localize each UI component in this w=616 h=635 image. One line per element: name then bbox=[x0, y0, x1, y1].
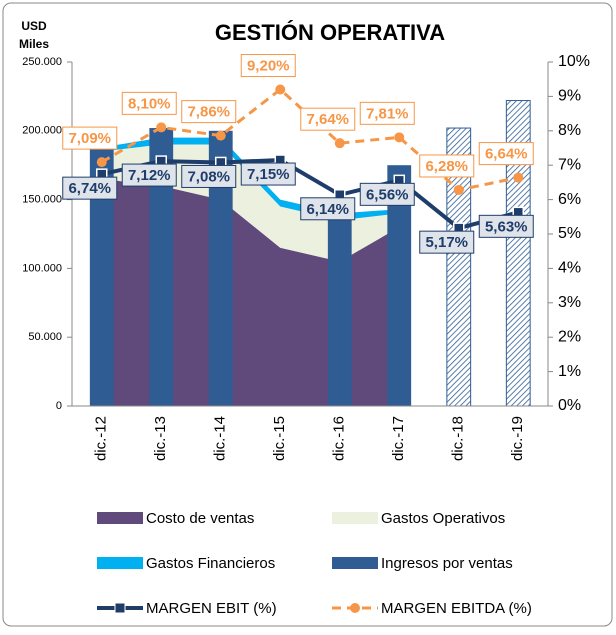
bar bbox=[149, 128, 174, 406]
data-label-box bbox=[359, 101, 415, 125]
y-tick-label: 50.000 bbox=[28, 331, 62, 343]
data-label-box bbox=[181, 164, 237, 188]
y2-tick-label: 0% bbox=[558, 397, 581, 414]
point bbox=[96, 157, 107, 168]
y2-tick-label: 7% bbox=[558, 156, 581, 173]
point bbox=[453, 184, 464, 195]
legend-label: Ingresos por ventas bbox=[381, 555, 513, 572]
legend-label: Gastos Operativos bbox=[381, 510, 505, 527]
y2-tick-label: 5% bbox=[558, 225, 581, 242]
data-label: 6,56% bbox=[366, 186, 409, 203]
y-tick-label: 100.000 bbox=[22, 262, 62, 274]
data-label-box bbox=[240, 162, 296, 186]
data-label: 7,09% bbox=[68, 130, 111, 147]
point bbox=[513, 172, 524, 183]
x-tick-label: dic.-14 bbox=[212, 416, 229, 461]
y-axis-label: USD bbox=[21, 19, 47, 33]
y2-tick-label: 9% bbox=[558, 88, 581, 105]
data-label: 5,17% bbox=[425, 234, 468, 251]
x-tick-label: dic.-19 bbox=[509, 416, 526, 461]
legend-label: MARGEN EBITDA (%) bbox=[381, 600, 532, 617]
data-label: 8,10% bbox=[128, 95, 171, 112]
data-label: 7,86% bbox=[187, 104, 230, 121]
line bbox=[101, 158, 519, 231]
data-label: 7,81% bbox=[366, 105, 409, 122]
data-label-box bbox=[419, 230, 475, 254]
legend-swatch bbox=[97, 512, 143, 524]
data-label-box bbox=[300, 107, 356, 131]
data-label: 6,74% bbox=[68, 180, 111, 197]
data-label-box bbox=[62, 176, 118, 200]
bar bbox=[208, 130, 233, 407]
data-label: 6,64% bbox=[485, 146, 528, 163]
data-label-box bbox=[62, 126, 118, 150]
y-tick-label: 200.000 bbox=[22, 125, 62, 137]
y-tick-label: 250.000 bbox=[22, 56, 62, 68]
data-label-box bbox=[359, 182, 415, 206]
y2-tick-label: 6% bbox=[558, 191, 581, 208]
x-tick-label: dic.-12 bbox=[93, 416, 110, 461]
legend-swatch bbox=[332, 512, 378, 524]
data-label-box bbox=[478, 214, 534, 238]
point bbox=[334, 138, 345, 149]
bar bbox=[387, 165, 412, 406]
data-label: 5,63% bbox=[485, 218, 528, 235]
y2-tick-label: 2% bbox=[558, 328, 581, 345]
legend-label: MARGEN EBIT (%) bbox=[146, 600, 277, 617]
chart-title: GESTIÓN OPERATIVA bbox=[215, 20, 445, 45]
point bbox=[215, 130, 226, 141]
data-label: 9,20% bbox=[247, 57, 290, 74]
data-label-box bbox=[240, 54, 296, 78]
data-label-box bbox=[181, 100, 237, 124]
x-tick-label: dic.-17 bbox=[390, 416, 407, 461]
y2-tick-label: 10% bbox=[558, 53, 590, 70]
data-label: 7,15% bbox=[247, 166, 290, 183]
y-tick-label: 150.000 bbox=[22, 194, 62, 206]
data-label-box bbox=[419, 154, 475, 178]
point bbox=[156, 122, 167, 133]
point bbox=[275, 84, 286, 95]
area bbox=[101, 178, 400, 406]
data-label: 6,14% bbox=[306, 201, 349, 218]
data-label: 6,28% bbox=[425, 158, 468, 175]
x-tick-label: dic.-15 bbox=[271, 416, 288, 461]
legend-label: Costo de ventas bbox=[146, 510, 254, 527]
y2-tick-label: 3% bbox=[558, 294, 581, 311]
y-tick-label: 0 bbox=[56, 400, 62, 412]
data-label-box bbox=[121, 163, 177, 187]
bar bbox=[89, 147, 114, 406]
legend-swatch bbox=[350, 603, 360, 613]
y2-tick-label: 1% bbox=[558, 363, 581, 380]
legend-label: Gastos Financieros bbox=[146, 555, 275, 572]
y2-tick-label: 8% bbox=[558, 122, 581, 139]
data-label-box bbox=[121, 91, 177, 115]
data-label: 7,08% bbox=[187, 168, 230, 185]
x-tick-label: dic.-18 bbox=[450, 416, 467, 461]
legend-swatch bbox=[114, 602, 126, 614]
data-label-box bbox=[478, 142, 534, 166]
bar bbox=[327, 199, 352, 406]
legend-swatch bbox=[97, 557, 143, 569]
x-tick-label: dic.-13 bbox=[152, 416, 169, 461]
legend-swatch bbox=[332, 557, 378, 569]
x-tick-label: dic.-16 bbox=[331, 416, 348, 461]
data-label: 7,12% bbox=[128, 167, 171, 184]
y2-tick-label: 4% bbox=[558, 260, 581, 277]
point bbox=[394, 132, 405, 143]
data-label: 7,64% bbox=[306, 111, 349, 128]
y-axis-label: Miles bbox=[19, 37, 49, 51]
data-label-box bbox=[300, 197, 356, 221]
